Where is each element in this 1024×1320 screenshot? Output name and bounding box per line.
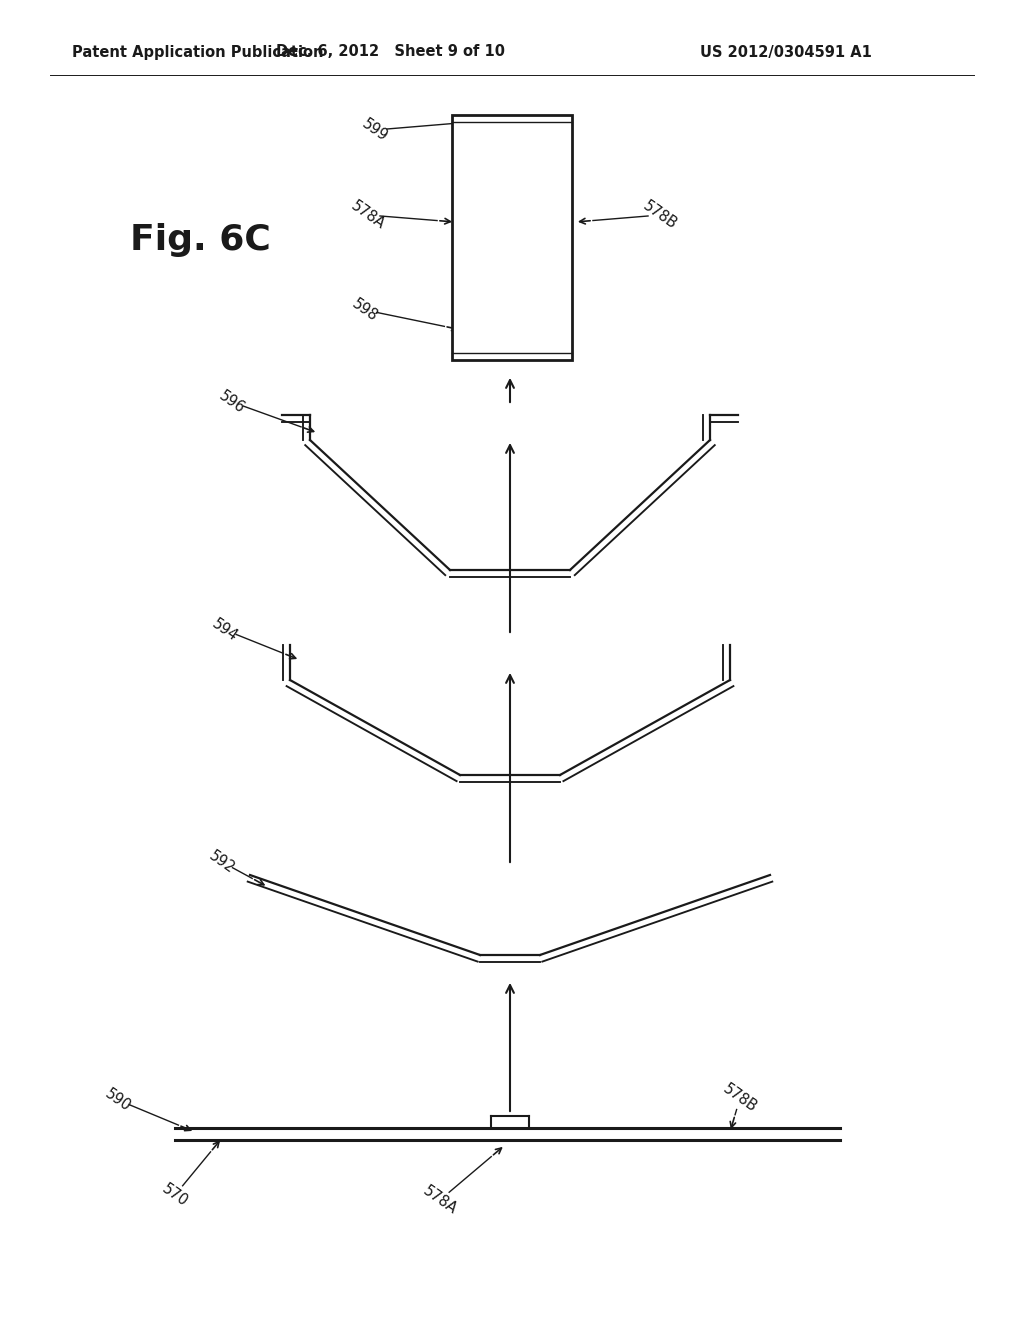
Text: 596: 596: [216, 388, 248, 416]
Text: 578A: 578A: [348, 198, 388, 232]
Bar: [452, 115, 572, 360]
Text: 578A: 578A: [420, 1183, 460, 1217]
Text: 590: 590: [102, 1086, 134, 1114]
Text: Fig. 6C: Fig. 6C: [130, 223, 270, 257]
Text: 599: 599: [359, 116, 391, 144]
Text: 598: 598: [349, 296, 381, 325]
Text: 594: 594: [209, 616, 241, 644]
Text: Patent Application Publication: Patent Application Publication: [72, 45, 324, 59]
Text: 578B: 578B: [720, 1081, 760, 1115]
Text: Dec. 6, 2012   Sheet 9 of 10: Dec. 6, 2012 Sheet 9 of 10: [275, 45, 505, 59]
Text: US 2012/0304591 A1: US 2012/0304591 A1: [700, 45, 871, 59]
Text: 570: 570: [159, 1181, 190, 1209]
Text: 578B: 578B: [640, 198, 680, 232]
Text: 592: 592: [206, 847, 238, 876]
